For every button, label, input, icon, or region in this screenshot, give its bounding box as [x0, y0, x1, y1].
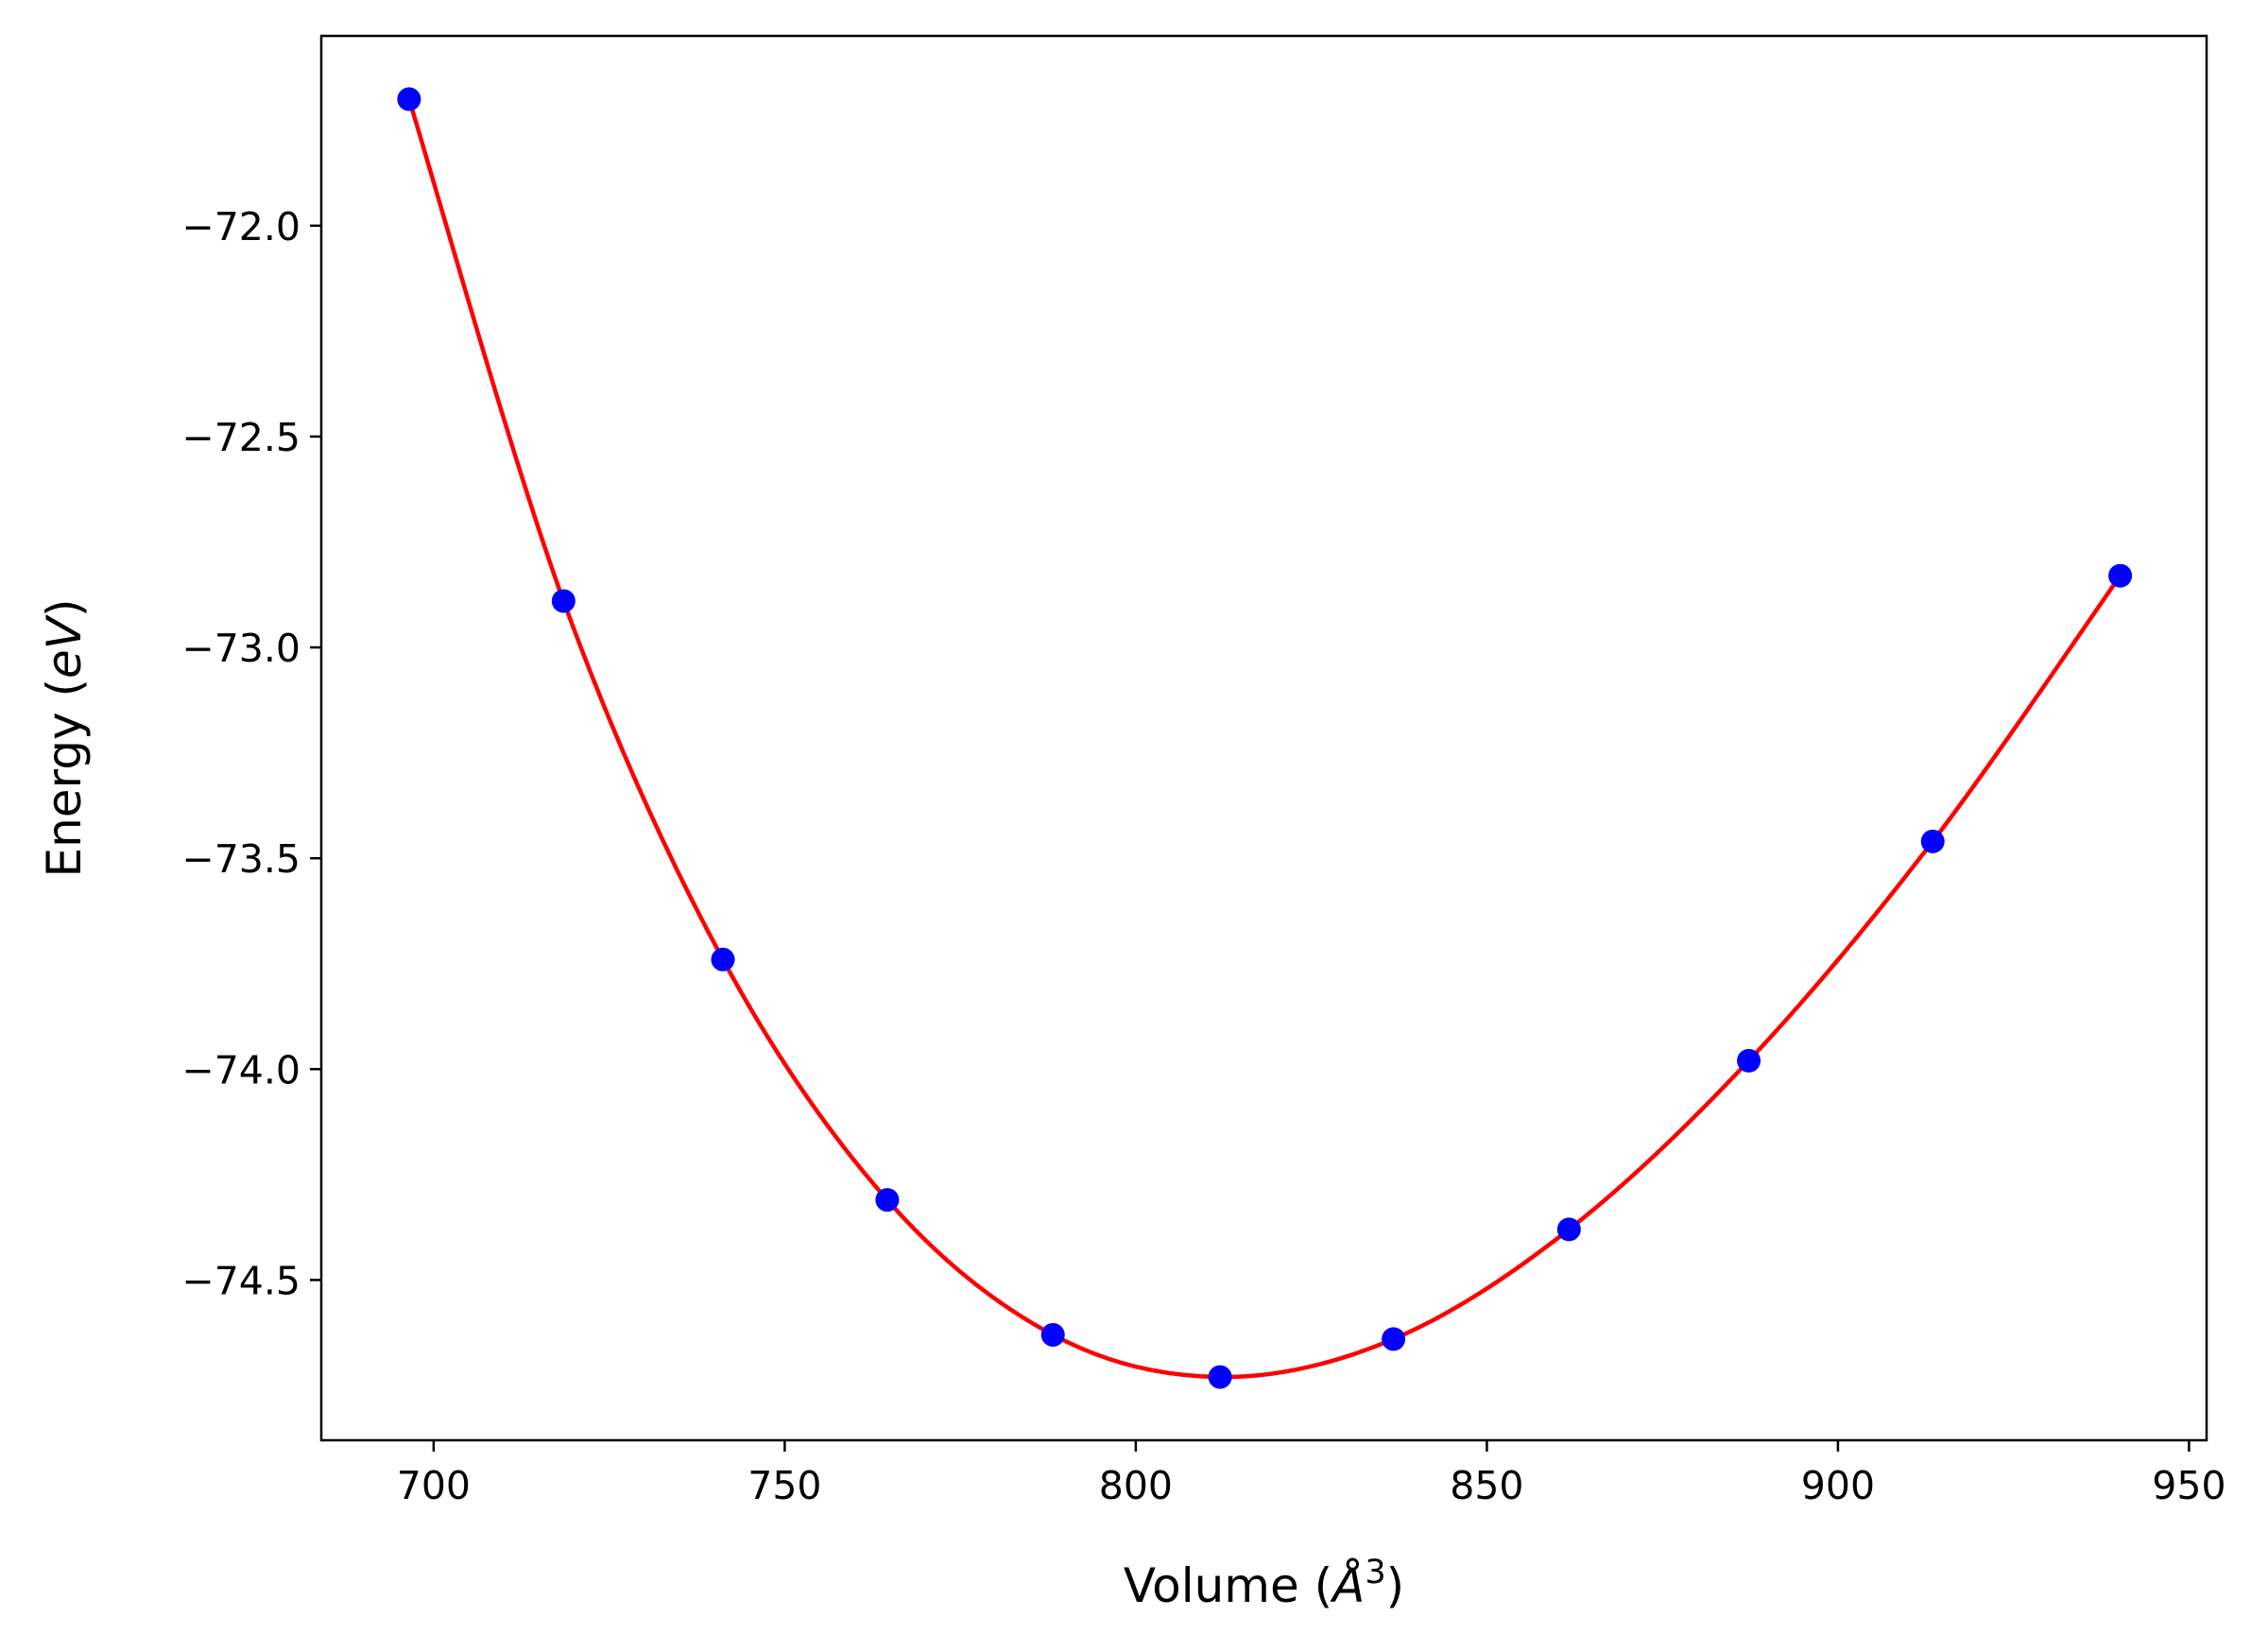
- y-tick-label: −74.5: [181, 1258, 301, 1303]
- data-point: [875, 1188, 900, 1212]
- data-point: [1556, 1217, 1581, 1242]
- data-point: [2108, 563, 2133, 588]
- y-tick-label: −74.0: [181, 1047, 301, 1092]
- data-point: [1737, 1048, 1761, 1073]
- y-tick-label: −72.0: [181, 204, 301, 249]
- x-axis-label-suffix: ): [1386, 1558, 1405, 1613]
- data-point: [1208, 1365, 1232, 1389]
- x-tick-label: 750: [747, 1463, 821, 1508]
- y-axis-label-prefix: Energy (: [37, 679, 92, 877]
- axes-frame: [319, 34, 2208, 1442]
- y-axis-ticks: −72.0 −72.5 −73.0 −73.5 −74.0 −74.5: [181, 204, 321, 1303]
- data-point: [397, 87, 421, 112]
- x-axis-label-exponent: 3: [1365, 1554, 1385, 1591]
- y-axis-label: Energy (eV): [37, 599, 92, 878]
- y-tick-label: −73.5: [181, 836, 301, 882]
- x-tick-label: 950: [2152, 1463, 2225, 1508]
- fit-curve: [406, 98, 2122, 1380]
- data-point: [551, 589, 576, 613]
- data-point: [1382, 1327, 1406, 1351]
- data-point: [711, 947, 735, 972]
- x-axis-label: Volume (Å3): [1124, 1554, 1404, 1613]
- x-axis-label-symbol: Å: [1330, 1558, 1365, 1613]
- y-tick-label: −73.0: [181, 626, 301, 671]
- data-point: [1040, 1322, 1065, 1347]
- x-axis-ticks: 700 750 800 850 900 950: [397, 1440, 2226, 1508]
- x-axis-label-prefix: Volume (: [1124, 1558, 1332, 1613]
- y-tick-label: −72.5: [181, 415, 301, 460]
- x-tick-label: 900: [1801, 1463, 1875, 1508]
- x-tick-label: 700: [397, 1463, 471, 1508]
- y-axis-label-unit: eV: [37, 613, 92, 679]
- x-tick-label: 850: [1450, 1463, 1523, 1508]
- x-tick-label: 800: [1099, 1463, 1173, 1508]
- data-point: [1920, 829, 1945, 853]
- y-axis-label-suffix: ): [37, 599, 92, 618]
- plot-marks: [397, 87, 2133, 1389]
